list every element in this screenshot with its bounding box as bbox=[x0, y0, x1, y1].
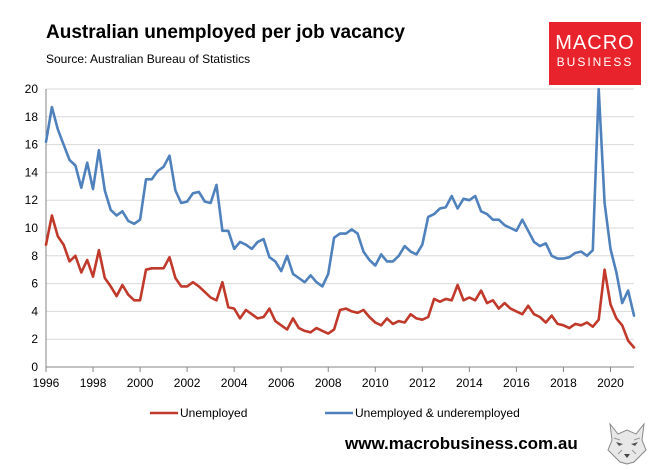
y-tick-label: 0 bbox=[31, 360, 38, 374]
logo-line-1: MACRO bbox=[555, 32, 635, 54]
y-tick-label: 6 bbox=[31, 277, 38, 291]
x-tick-label: 2010 bbox=[362, 376, 389, 390]
y-tick-label: 12 bbox=[25, 193, 39, 207]
x-tick-label: 2000 bbox=[127, 376, 154, 390]
x-tick-label: 2012 bbox=[409, 376, 436, 390]
y-tick-label: 16 bbox=[25, 138, 39, 152]
website-url: www.macrobusiness.com.au bbox=[345, 434, 578, 453]
series-line-unemployed-underemployed bbox=[44, 87, 636, 317]
chart-subtitle: Source: Australian Bureau of Statistics bbox=[46, 52, 251, 66]
y-tick-label: 20 bbox=[25, 82, 39, 96]
y-tick-label: 18 bbox=[25, 110, 39, 124]
y-tick-label: 14 bbox=[25, 165, 39, 179]
x-tick-label: 2016 bbox=[503, 376, 530, 390]
gridlines bbox=[46, 88, 634, 368]
y-tick-labels: 0 2 4 6 8 10 12 14 16 18 20 bbox=[25, 82, 39, 374]
x-tick-label: 1996 bbox=[33, 376, 60, 390]
x-tick-label: 2002 bbox=[174, 376, 201, 390]
legend: Unemployed Unemployed & underemployed bbox=[150, 406, 520, 420]
x-tick-label: 1998 bbox=[80, 376, 107, 390]
legend-label: Unemployed bbox=[180, 406, 247, 420]
x-tick-label: 2008 bbox=[315, 376, 342, 390]
series-lines bbox=[44, 87, 636, 349]
x-tick-label: 2020 bbox=[597, 376, 624, 390]
wolf-mascot-icon bbox=[607, 422, 647, 465]
series-line-unemployed bbox=[44, 214, 636, 349]
y-tick-label: 8 bbox=[31, 249, 38, 263]
x-tick-labels: 1996 1998 2000 2002 2004 2006 2008 2010 2012 2014… bbox=[33, 376, 625, 390]
chart-title: Australian unemployed per job vacancy bbox=[46, 22, 405, 43]
y-tick-label: 2 bbox=[31, 332, 38, 346]
y-tick-label: 4 bbox=[31, 304, 38, 318]
axes bbox=[45, 89, 634, 372]
y-tick-label: 10 bbox=[25, 221, 39, 235]
x-tick-label: 2014 bbox=[456, 376, 483, 390]
macrobusiness-logo: MACRO BUSINESS bbox=[549, 22, 641, 85]
x-tick-label: 2018 bbox=[550, 376, 577, 390]
logo-line-2: BUSINESS bbox=[556, 55, 634, 69]
x-tick-label: 2004 bbox=[221, 376, 248, 390]
legend-label: Unemployed & underemployed bbox=[355, 406, 520, 420]
x-tick-label: 2006 bbox=[268, 376, 295, 390]
